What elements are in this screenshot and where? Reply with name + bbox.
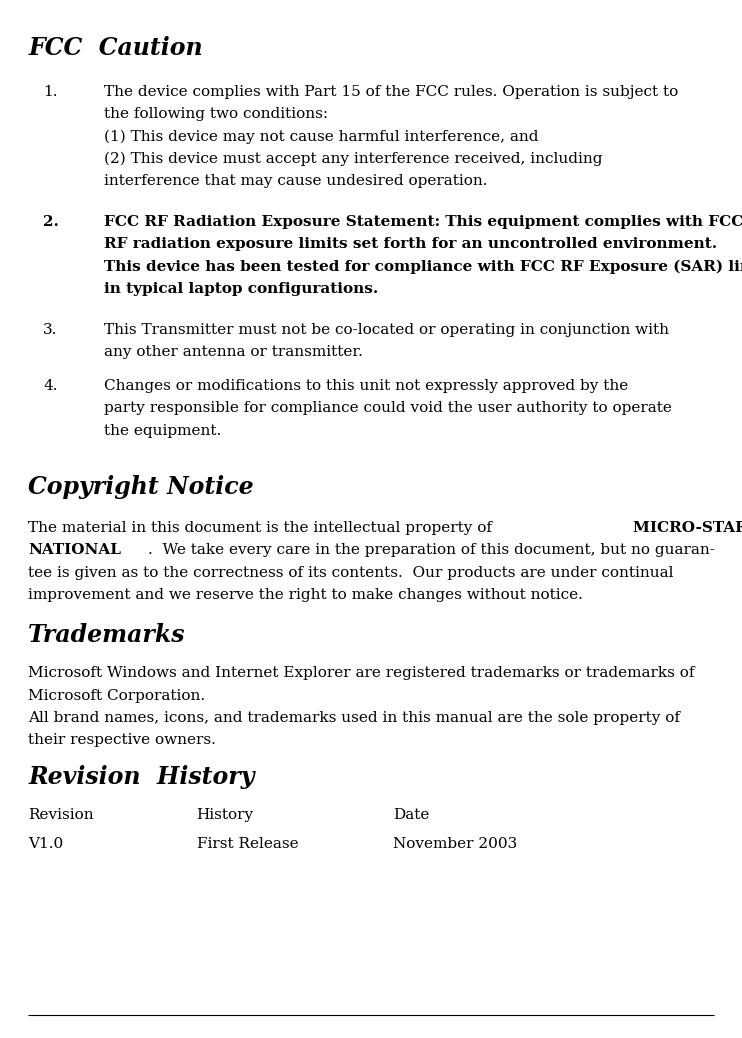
Text: 1.: 1.: [43, 85, 58, 99]
Text: party responsible for compliance could void the user authority to operate: party responsible for compliance could v…: [104, 401, 672, 415]
Text: 3.: 3.: [43, 323, 57, 336]
Text: their respective owners.: their respective owners.: [28, 733, 216, 747]
Text: interference that may cause undesired operation.: interference that may cause undesired op…: [104, 174, 487, 188]
Text: (2) This device must accept any interference received, including: (2) This device must accept any interfer…: [104, 152, 603, 166]
Text: 4.: 4.: [43, 379, 58, 392]
Text: improvement and we reserve the right to make changes without notice.: improvement and we reserve the right to …: [28, 588, 583, 602]
Text: Microsoft Corporation.: Microsoft Corporation.: [28, 689, 206, 703]
Text: This device has been tested for compliance with FCC RF Exposure (SAR) limits: This device has been tested for complian…: [104, 260, 742, 274]
Text: tee is given as to the correctness of its contents.  Our products are under cont: tee is given as to the correctness of it…: [28, 566, 674, 579]
Text: the equipment.: the equipment.: [104, 424, 221, 437]
Text: FCC RF Radiation Exposure Statement: This equipment complies with FCC: FCC RF Radiation Exposure Statement: Thi…: [104, 215, 742, 228]
Text: Trademarks: Trademarks: [28, 623, 186, 647]
Text: RF radiation exposure limits set forth for an uncontrolled environment.: RF radiation exposure limits set forth f…: [104, 237, 717, 251]
Text: Copyright Notice: Copyright Notice: [28, 475, 254, 499]
Text: All brand names, icons, and trademarks used in this manual are the sole property: All brand names, icons, and trademarks u…: [28, 711, 680, 725]
Text: V1.0: V1.0: [28, 837, 64, 850]
Text: Date: Date: [393, 808, 430, 821]
Text: First Release: First Release: [197, 837, 298, 850]
Text: any other antenna or transmitter.: any other antenna or transmitter.: [104, 345, 363, 359]
Text: This Transmitter must not be co-located or operating in conjunction with: This Transmitter must not be co-located …: [104, 323, 669, 336]
Text: Changes or modifications to this unit not expressly approved by the: Changes or modifications to this unit no…: [104, 379, 628, 392]
Text: .  We take every care in the preparation of this document, but no guaran-: . We take every care in the preparation …: [148, 544, 715, 557]
Text: (1) This device may not cause harmful interference, and: (1) This device may not cause harmful in…: [104, 130, 539, 144]
Text: History: History: [197, 808, 254, 821]
Text: in typical laptop configurations.: in typical laptop configurations.: [104, 281, 378, 296]
Text: The device complies with Part 15 of the FCC rules. Operation is subject to: The device complies with Part 15 of the …: [104, 85, 678, 99]
Text: MICRO-STAR INTER-: MICRO-STAR INTER-: [633, 521, 742, 535]
Text: FCC  Caution: FCC Caution: [28, 36, 203, 60]
Text: NATIONAL: NATIONAL: [28, 544, 121, 557]
Text: Revision  History: Revision History: [28, 765, 255, 789]
Text: the following two conditions:: the following two conditions:: [104, 107, 328, 121]
Text: The material in this document is the intellectual property of: The material in this document is the int…: [28, 521, 497, 535]
Text: Revision: Revision: [28, 808, 93, 821]
Text: November 2003: November 2003: [393, 837, 517, 850]
Text: Microsoft Windows and Internet Explorer are registered trademarks or trademarks : Microsoft Windows and Internet Explorer …: [28, 666, 695, 680]
Text: 2.: 2.: [43, 215, 59, 228]
